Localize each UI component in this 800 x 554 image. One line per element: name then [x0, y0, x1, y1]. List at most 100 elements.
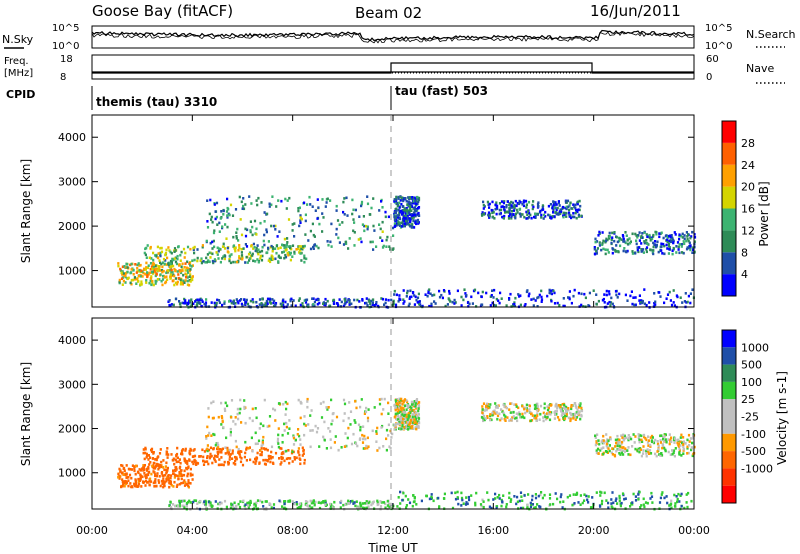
power-scatter-cell	[219, 217, 222, 220]
vel-scatter-cell	[321, 501, 324, 504]
power-scatter-cell	[526, 213, 529, 216]
vel-scatter-cell	[403, 414, 406, 417]
power-scatter-cell	[540, 213, 543, 217]
vel-scatter-cell	[682, 452, 685, 455]
power-scatter-cell	[137, 274, 141, 278]
vel-scatter-cell	[394, 408, 397, 412]
power-y-label: Slant Range [km]	[19, 159, 33, 263]
vel-scatter-cell	[253, 502, 256, 506]
power-scatter-cell	[546, 294, 549, 298]
power-scatter-cell	[158, 278, 161, 281]
power-scatter-cell	[595, 252, 598, 255]
power-scatter-cell	[665, 297, 668, 300]
vel-scatter-cell	[608, 449, 611, 453]
power-scatter-cell	[637, 234, 640, 237]
power-scatter-cell	[168, 304, 171, 307]
vel-scatter-cell	[457, 502, 460, 506]
vel-scatter-cell	[401, 403, 404, 406]
power-scatter-cell	[500, 205, 503, 209]
vel-scatter-cell	[160, 465, 163, 469]
power-scatter-cell	[521, 203, 524, 206]
vel-scatter-cell	[534, 416, 538, 420]
vel-scatter-cell	[561, 506, 564, 509]
power-scatter-cell	[235, 298, 238, 301]
vel-scatter-cell	[280, 456, 283, 459]
power-scatter-cell	[513, 302, 516, 306]
power-scatter-cell	[678, 243, 681, 246]
power-scatter-cell	[611, 231, 614, 235]
vel-scatter-cell	[121, 480, 124, 484]
power-scatter-cell	[298, 297, 301, 300]
power-scatter-cell	[573, 215, 576, 219]
power-scatter-cell	[206, 226, 210, 229]
power-scatter-cell	[196, 248, 199, 251]
power-scatter-cell	[145, 246, 148, 250]
vel-scatter-cell	[168, 485, 171, 489]
power-scatter-cell	[428, 304, 431, 308]
vel-scatter-cell	[204, 500, 208, 504]
power-scatter-cell	[387, 215, 390, 219]
power-scatter-cell	[411, 291, 415, 295]
vel-scatter-cell	[501, 500, 504, 504]
vel-scatter-cell	[428, 497, 431, 501]
vel-scatter-cell	[533, 407, 537, 410]
power-scatter-cell	[291, 229, 294, 232]
vel-scatter-cell	[415, 427, 418, 431]
vel-scatter-cell	[206, 455, 209, 458]
power-scatter-cell	[253, 246, 256, 249]
vel-scatter-cell	[215, 455, 218, 458]
power-scatter-cell	[263, 243, 266, 247]
vel-scatter-cell	[193, 499, 196, 502]
vel-scatter-cell	[280, 461, 283, 464]
power-scatter-cell	[129, 281, 132, 285]
power-scatter-cell	[257, 252, 260, 256]
vel-scatter-cell	[206, 449, 209, 453]
vel-scatter-cell	[395, 400, 398, 404]
vel-scatter-cell	[677, 492, 680, 496]
vel-scatter-cell	[148, 480, 151, 483]
power-scatter-cell	[527, 216, 531, 219]
vel-scatter-cell	[189, 482, 192, 485]
vel-scatter-cell	[170, 483, 173, 487]
vel-scatter-cell	[129, 482, 132, 485]
power-scatter-cell	[636, 248, 639, 252]
power-scatter-cell	[637, 250, 640, 254]
y-tick-label: 1000	[58, 467, 86, 480]
power-scatter-cell	[510, 209, 514, 213]
power-scatter-cell	[498, 212, 501, 216]
vel-scatter-cell	[486, 415, 489, 418]
power-scatter-cell	[668, 239, 671, 243]
vel-scatter-cell	[618, 496, 621, 500]
vel-scatter-cell	[382, 501, 386, 504]
vel-scatter-cell	[350, 500, 353, 503]
vel-scatter-cell	[571, 503, 574, 507]
power-scatter-cell	[304, 233, 307, 236]
vel-scatter-cell	[548, 493, 552, 496]
vel-scatter-cell	[412, 410, 415, 414]
vel-scatter-cell	[123, 469, 126, 472]
power-scatter-cell	[492, 296, 495, 299]
vel-scatter-cell	[287, 449, 290, 452]
vel-scatter-cell	[664, 449, 667, 453]
vel-scatter-cell	[618, 499, 621, 503]
power-scatter-cell	[299, 216, 302, 219]
vel-scatter-cell	[402, 407, 405, 410]
vel-scatter-cell	[621, 440, 624, 444]
vel-scatter-cell	[236, 407, 239, 411]
power-scatter-cell	[409, 295, 412, 299]
power-scatter-cell	[553, 200, 556, 204]
vel-scatter-cell	[355, 406, 358, 410]
power-scatter-cell	[176, 280, 179, 284]
vel-scatter-cell	[243, 405, 246, 409]
vel-scatter-cell	[176, 483, 179, 487]
power-scatter-cell	[279, 256, 282, 260]
vel-scatter-cell	[686, 452, 689, 455]
power-scatter-cell	[318, 222, 321, 226]
vel-scatter-cell	[483, 418, 486, 422]
power-scatter-cell	[512, 213, 515, 217]
vel-scatter-cell	[500, 417, 503, 420]
power-scatter-cell	[401, 213, 404, 216]
power-scatter-cell	[565, 200, 568, 203]
power-scatter-cell	[572, 294, 575, 298]
vel-scatter-cell	[180, 452, 183, 456]
